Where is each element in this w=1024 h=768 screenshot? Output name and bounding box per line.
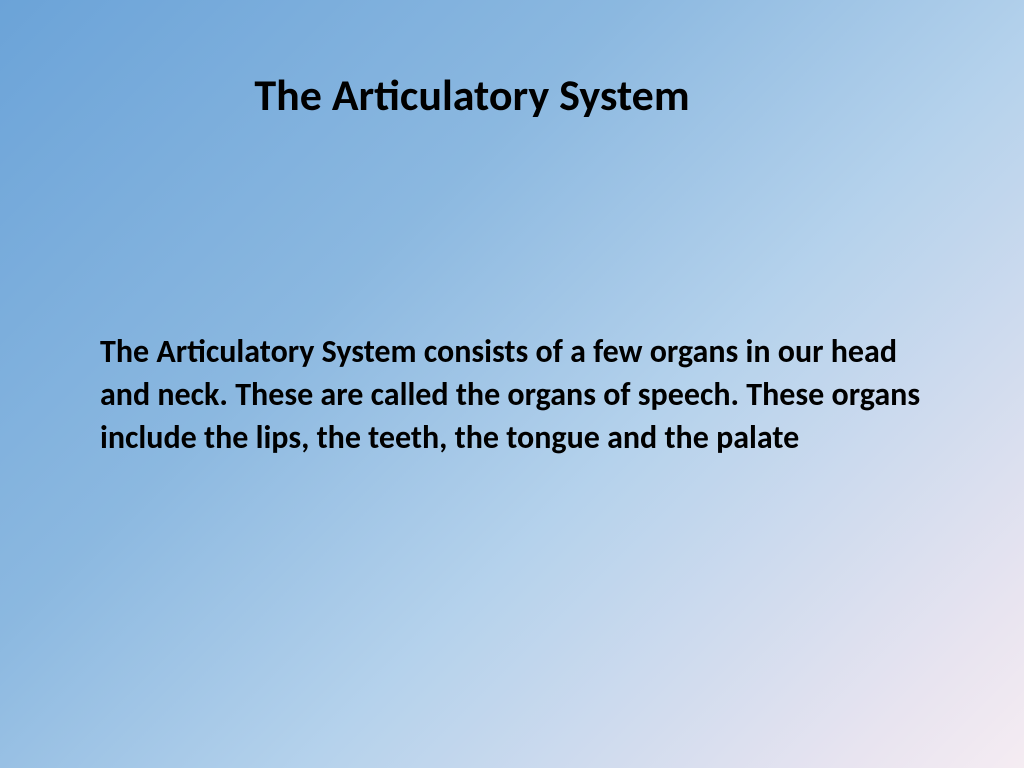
slide-container: The Articulatory System The Articulatory… xyxy=(0,0,1024,768)
slide-body-text: The Articulatory System consists of a fe… xyxy=(100,330,944,460)
slide-title: The Articulatory System xyxy=(0,68,1024,122)
